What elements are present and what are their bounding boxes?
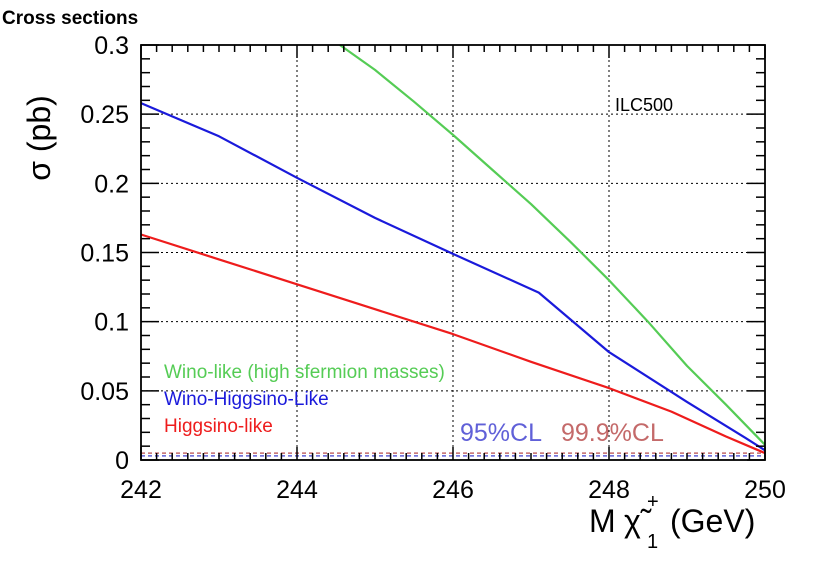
series-lines [140, 44, 766, 455]
x-axis-label-unit: (GeV) [670, 503, 755, 539]
legend-wino-like: Wino-like (high sfermion masses) [164, 362, 445, 383]
cl-95-label: 95%CL [460, 419, 542, 447]
legend-wino-higgsino-like: Wino-Higgsino-Like [164, 389, 329, 410]
chart-title: Cross sections [2, 8, 138, 29]
series-higgsino-like [140, 233, 766, 455]
y-tick-label: 0.15 [80, 240, 129, 268]
x-axis-label: M χ̃ + 1 (GeV) [589, 491, 755, 553]
series-wino-higgsino-like [140, 102, 766, 452]
x-tick-label: 242 [120, 476, 162, 504]
legend-higgsino-like: Higgsino-like [164, 416, 273, 437]
axis-ticks [140, 44, 766, 461]
y-tick-label: 0.2 [94, 170, 129, 198]
y-tick-label: 0.05 [80, 378, 129, 406]
series-wino-like [339, 44, 766, 446]
y-axis-label: σ (pb) [21, 95, 57, 181]
x-tick-label: 248 [588, 476, 630, 504]
cl-999-label: 99.9%CL [561, 419, 664, 447]
x-axis-label-sup: + [647, 491, 659, 513]
ilc500-annotation: ILC500 [615, 95, 673, 115]
y-tick-label: 0 [115, 447, 129, 475]
y-tick-label: 0.25 [80, 101, 129, 129]
x-tick-label: 244 [276, 476, 318, 504]
tick-labels: 242 244 246 248 250 0 0.05 0.1 0.15 0.2 0.25 0.3 [80, 32, 786, 504]
x-tick-label: 246 [432, 476, 474, 504]
x-axis-label-prefix: M [589, 503, 616, 539]
x-tick-label: 250 [744, 476, 786, 504]
y-tick-label: 0.1 [94, 309, 129, 337]
grid-lines [141, 45, 765, 460]
x-axis-label-sub: 1 [647, 531, 658, 553]
y-tick-label: 0.3 [94, 32, 129, 60]
